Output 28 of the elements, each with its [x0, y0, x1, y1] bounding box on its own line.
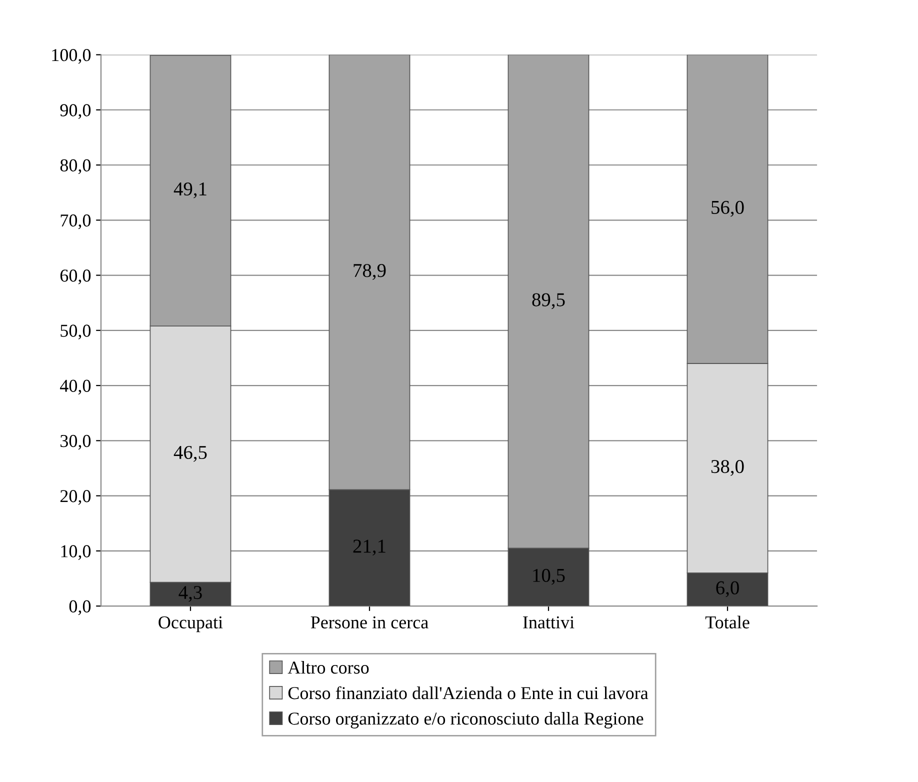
data-label: 56,0: [712, 200, 744, 217]
data-label: 89,5: [532, 293, 565, 310]
y-tick-label: 20,0: [60, 490, 91, 505]
x-tick-label: Occupati: [158, 616, 223, 632]
data-label: 78,9: [354, 264, 386, 280]
y-tick-label: 70,0: [60, 214, 91, 230]
data-label: 6,0: [716, 581, 739, 598]
legend-label: Altro corso: [288, 661, 369, 674]
data-label: 38,0: [711, 460, 744, 476]
y-tick-label: 60,0: [60, 270, 91, 284]
data-label: 10,5: [533, 568, 565, 585]
y-tick-label: 50,0: [60, 324, 91, 340]
legend-label: Corso finanziato dall'Azienda o Ente in cui lavora: [288, 686, 648, 700]
y-tick-label: 10,0: [61, 545, 91, 560]
legend-label: Corso organizzato e/o riconosciuto dalla Regione: [288, 712, 644, 728]
x-tick-label: Totale: [705, 616, 750, 628]
data-label: 49,1: [174, 182, 206, 198]
data-label: 4,3: [178, 586, 202, 602]
x-tick-label: Inattivi: [523, 616, 574, 628]
data-label: 21,1: [353, 540, 386, 556]
y-tick-label: 40,0: [60, 380, 91, 395]
x-tick-label: Persone in cerca: [310, 616, 428, 628]
data-label: 46,5: [174, 446, 207, 462]
y-tick-label: 100,0: [52, 49, 91, 64]
y-tick-label: 80,0: [60, 159, 91, 174]
y-tick-label: 30,0: [60, 434, 91, 450]
y-tick-label: 90,0: [60, 104, 91, 119]
y-tick-label: 0,0: [69, 600, 91, 616]
